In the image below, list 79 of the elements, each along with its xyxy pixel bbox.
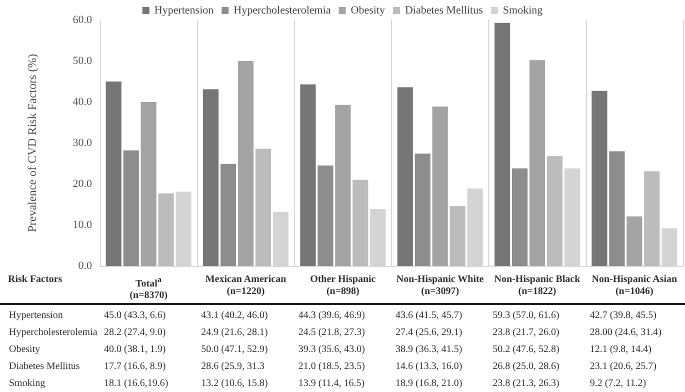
data-label: 12.1 (9.8, 14.4): [590, 344, 652, 356]
data-label: 17.7 (16.6, 8.9): [104, 361, 166, 373]
data-label: 50.0 (47.1, 52.9): [201, 344, 268, 356]
data-label: 44.3 (39.6, 46.9): [298, 310, 365, 322]
bar: [432, 106, 448, 266]
data-label: 23.1 (20.6, 25.7): [590, 361, 656, 373]
data-label: 28.6 (25.9, 31.3: [201, 361, 264, 373]
data-label: 14.6 (13.3, 16.0): [396, 361, 462, 373]
x-tick-label: Non-Hispanic Asian (n=1046): [590, 274, 678, 298]
bar: [609, 151, 625, 266]
bar: [140, 102, 156, 266]
data-label: 45.0 (43.3, 6.6): [104, 310, 166, 322]
bar: [158, 193, 174, 266]
legend-label: Hypertension: [154, 4, 214, 16]
data-label: 42.7 (39.8, 45.5): [590, 310, 656, 322]
x-axis-title: Risk Factors: [8, 274, 62, 286]
data-label: 39.3 (35.6, 43.0): [298, 344, 365, 356]
text: Diabetes Mellitus: [9, 361, 80, 372]
bar: [123, 150, 139, 266]
data-label: 28.00 (24.6, 31.4): [590, 327, 662, 339]
bar: [255, 148, 272, 266]
bar: [220, 164, 236, 266]
data-label: 43.1 (40.2, 46.0): [201, 310, 268, 322]
data-label: 21.0 (18.5, 23.5): [298, 361, 365, 373]
y-axis-title: Prevalence of CVD Risk Factors (%): [25, 54, 39, 232]
data-label: 24.9 (21.6, 28.1): [201, 327, 268, 339]
bar: [450, 206, 466, 266]
text: Smoking: [9, 378, 46, 389]
text: Hypercholesterolemia: [9, 327, 98, 338]
y-tick-label: 10.0: [72, 219, 92, 231]
bar: [335, 104, 351, 266]
bar: [512, 168, 528, 266]
data-label: 18.1 (16.6,19.6): [104, 378, 168, 390]
data-label: 23.8 (21.3, 26.3): [492, 378, 560, 390]
bar: [529, 60, 546, 266]
data-label: 9.2 (7.2, 11.2): [590, 378, 646, 390]
bar: [494, 22, 510, 266]
data-label: 40.0 (38.1, 1.9): [104, 344, 166, 356]
y-tick-label: 0.0: [78, 260, 92, 272]
bar: [546, 156, 563, 266]
y-tick-label: 20.0: [72, 178, 92, 190]
bar: [318, 166, 334, 266]
bar: [106, 82, 122, 266]
bar: [592, 90, 608, 266]
data-label: 27.4 (25.6, 29.1): [396, 327, 462, 339]
y-tick-label: 40.0: [72, 96, 92, 108]
bar: [238, 61, 254, 266]
data-label: 59.3 (57.0, 61.6): [492, 310, 560, 322]
y-tick-label: 30.0: [72, 137, 92, 149]
bar: [202, 89, 219, 266]
legend-label: Hypercholesterolemia: [234, 4, 331, 16]
x-tick-label: Total$^{a}$ (n=8370): [128, 274, 169, 302]
bar: [300, 84, 316, 266]
legend-label: Diabetes Mellitus: [404, 4, 483, 16]
x-tick-label: Other Hispanic (n=898): [309, 274, 377, 298]
legend-label: Obesity: [350, 4, 386, 16]
bar: [352, 180, 368, 266]
data-label: 43.6 (41.5, 45.7): [396, 310, 462, 322]
data-label: 26.8 (25.0, 28.6): [492, 361, 560, 373]
data-label: 38.9 (36.3, 41.5): [396, 344, 462, 356]
text: Hypertension: [9, 310, 63, 321]
data-label: 13.9 (11.4, 16.5): [298, 378, 365, 390]
data-label: 18.9 (16.8, 21.0): [396, 378, 462, 390]
bar: [397, 87, 413, 266]
y-tick-label: 50.0: [72, 55, 92, 67]
bar: [414, 154, 430, 266]
x-tick-label: Mexican American (n=1220): [204, 274, 288, 298]
data-label: 13.2 (10.6, 15.8): [201, 378, 268, 390]
y-tick-label: 60.0: [72, 14, 92, 26]
x-tick-label: Non-Hispanic White (n=3097): [395, 274, 485, 298]
data-label: 50.2 (47.6, 52.8): [492, 344, 560, 356]
legend-label: Smoking: [502, 4, 544, 16]
data-label: 23.8 (21.7, 26.0): [492, 327, 560, 339]
bar: [644, 171, 660, 266]
text: Obesity: [9, 344, 40, 355]
data-label: 24.5 (21.8, 27.3): [298, 327, 365, 339]
data-label: 28.2 (27.4, 9.0): [104, 327, 166, 339]
x-tick-label: Non-Hispanic Black (n=1822): [493, 274, 582, 298]
bar: [626, 216, 642, 266]
